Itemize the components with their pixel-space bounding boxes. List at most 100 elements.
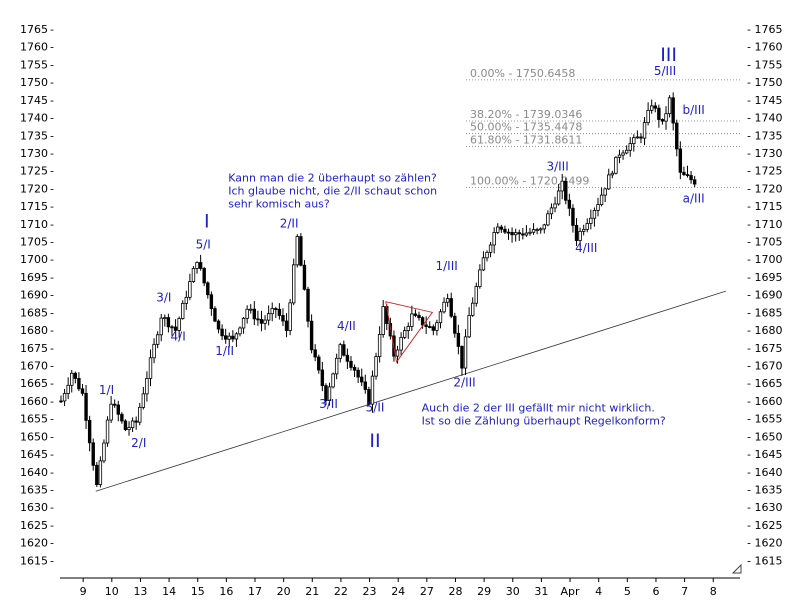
y-tick-label-left: 1745 [20, 94, 48, 107]
trendline-layer [95, 290, 727, 492]
candle-up [163, 317, 167, 319]
wave-label: 3/I [156, 291, 171, 305]
candle-up [109, 403, 113, 421]
candle-down [564, 180, 568, 201]
x-tick-label: 23 [363, 585, 377, 598]
y-tick-label-left: 1635 [20, 483, 48, 496]
y-tick-mark-left: - [50, 501, 54, 514]
candle-up [148, 357, 153, 379]
candle-down [352, 366, 357, 371]
candle-up [585, 223, 589, 230]
y-tick-label-left: 1705 [20, 236, 48, 249]
candle-up [621, 152, 625, 156]
candle-down [202, 268, 206, 284]
y-tick-label-left: 1730 [20, 147, 48, 160]
candle-down [363, 381, 367, 390]
y-tick-mark-left: - [50, 200, 54, 213]
candle-down [567, 199, 572, 209]
candle-down [223, 335, 228, 340]
x-tick-label: 28 [448, 585, 462, 598]
candle-down [367, 389, 371, 405]
wave-label: 3/III [546, 160, 568, 174]
y-tick-mark-left: - [50, 129, 54, 142]
x-tick-label: 16 [219, 585, 233, 598]
candle-up [266, 313, 271, 321]
y-tick-label-left: 1640 [20, 466, 48, 479]
y-tick-mark-left: - [50, 395, 54, 408]
candle-up [377, 334, 382, 358]
y-tick-mark-left: - [50, 342, 54, 355]
y-tick-label-right: - 1650 [747, 430, 782, 443]
y-tick-mark-left: - [50, 466, 54, 479]
y-tick-label-right: - 1740 [747, 112, 782, 125]
candle-up [291, 264, 296, 304]
candle-down [349, 360, 353, 368]
y-tick-label-right: - 1765 [747, 23, 782, 36]
candle-down [113, 403, 117, 406]
x-tick-label: 4 [595, 585, 602, 598]
candle-down [521, 233, 525, 236]
candle-up [181, 302, 185, 319]
candle-up [539, 228, 543, 231]
y-tick-label-left: 1695 [20, 271, 48, 284]
y-tick-label-right: - 1695 [747, 271, 782, 284]
candle-up [556, 190, 561, 205]
candle-down [689, 175, 693, 181]
candle-up [435, 322, 439, 331]
resize-corner-icon[interactable] [731, 563, 742, 574]
candle-up [485, 251, 489, 259]
candle-down [213, 308, 217, 322]
candle-up [227, 335, 231, 340]
candle-up [624, 149, 629, 154]
annotation-line: sehr komisch aus? [228, 197, 330, 210]
candle-up [610, 172, 615, 176]
candle-down [198, 262, 203, 269]
y-tick-label-left: 1760 [20, 41, 48, 54]
candle-down [499, 226, 504, 230]
candle-up [406, 326, 410, 332]
x-tick-label: 20 [277, 585, 291, 598]
candle-up [381, 306, 385, 335]
y-tick-mark-left: - [50, 448, 54, 461]
y-tick-mark-left: - [50, 236, 54, 249]
y-tick-label-left: 1710 [20, 218, 48, 231]
wave-label: 4/II [337, 319, 356, 333]
y-tick-label-left: 1615 [20, 554, 48, 567]
y-tick-mark-left: - [50, 271, 54, 284]
candle-down [281, 315, 285, 322]
y-tick-mark-left: - [50, 289, 54, 302]
candle-down [675, 122, 679, 150]
y-tick-label-left: 1740 [20, 112, 48, 125]
y-tick-label-right: - 1635 [747, 483, 782, 496]
candle-down [428, 326, 432, 328]
y-tick-label-left: 1725 [20, 165, 48, 178]
y-tick-label-right: - 1745 [747, 94, 782, 107]
candle-up [560, 180, 564, 192]
candle-up [152, 343, 156, 359]
candle-up [338, 344, 342, 359]
candle-up [102, 442, 106, 462]
candle-down [277, 308, 282, 316]
x-tick-label: 29 [477, 585, 491, 598]
candle-up [496, 226, 500, 233]
y-tick-mark-left: - [50, 94, 54, 107]
candle-down [116, 404, 120, 415]
wave-label: 2/I [131, 436, 146, 450]
y-tick-label-right: - 1675 [747, 342, 782, 355]
candle-up [288, 302, 292, 331]
y-tick-label-right: - 1670 [747, 359, 782, 372]
candle-up [263, 319, 267, 324]
candle-up [399, 336, 403, 351]
candle-up [664, 113, 668, 122]
candle-down [120, 413, 124, 422]
y-tick-mark-left: - [50, 554, 54, 567]
candle-down [320, 369, 325, 387]
candle-down [574, 224, 579, 241]
candle-up [607, 174, 611, 190]
candle-down [653, 105, 657, 109]
candle-down [173, 326, 178, 331]
candle-down [299, 236, 303, 266]
candle-up [549, 207, 554, 215]
y-tick-mark-left: - [50, 413, 54, 426]
y-tick-label-left: 1645 [20, 448, 48, 461]
